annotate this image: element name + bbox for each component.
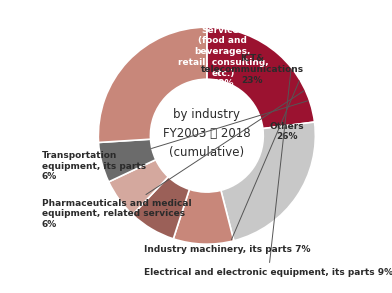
Text: Others
26%: Others 26%	[270, 122, 304, 141]
Text: Pharmaceuticals and medical
equipment, related services
6%: Pharmaceuticals and medical equipment, r…	[42, 91, 304, 229]
Text: Electrical and electronic equipment, its parts 9%: Electrical and electronic equipment, its…	[144, 69, 392, 277]
Text: ICT&
telecommunications
23%: ICT& telecommunications 23%	[201, 54, 304, 85]
Text: Services
(food and
beverages,
retail, consulting,
etc.)
23%: Services (food and beverages, retail, co…	[178, 25, 268, 88]
Text: Transportation
equipment, its parts
6%: Transportation equipment, its parts 6%	[42, 101, 308, 181]
Wedge shape	[221, 122, 316, 241]
Text: Industry machinery, its parts 7%: Industry machinery, its parts 7%	[144, 81, 310, 254]
Wedge shape	[132, 177, 189, 239]
Text: by industry
FY2003 ～ 2018
(cumulative): by industry FY2003 ～ 2018 (cumulative)	[163, 108, 250, 159]
Wedge shape	[173, 189, 234, 244]
Wedge shape	[98, 139, 156, 182]
Wedge shape	[109, 160, 168, 215]
Wedge shape	[98, 27, 207, 142]
Wedge shape	[207, 27, 314, 129]
